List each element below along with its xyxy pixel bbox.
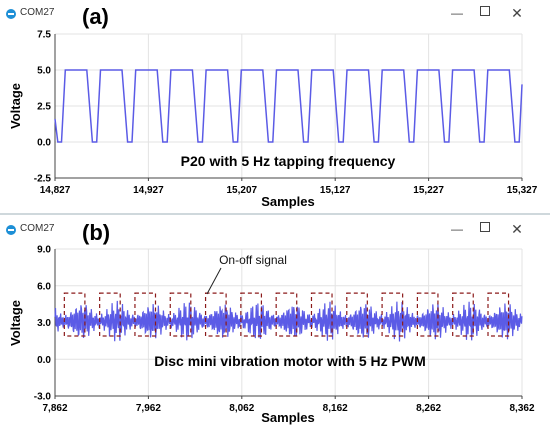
on-off-box	[63, 292, 86, 337]
y-tick-label: 0.0	[37, 355, 51, 366]
chart-a-x-ticks: 14,827 14,927 15,207 15,127 15,227 15,327	[40, 178, 538, 196]
maximize-icon	[480, 6, 490, 17]
x-tick-label: 8,362	[509, 403, 534, 414]
y-tick-label: 0.0	[37, 138, 51, 149]
chart-a-y-axis-title: Voltage	[8, 83, 23, 129]
on-off-box	[99, 292, 121, 337]
y-tick-label: 5.0	[37, 66, 51, 77]
y-tick-label: -3.0	[34, 392, 52, 403]
close-button[interactable]: ✕	[511, 221, 523, 237]
chart-b-on-off-boxes	[63, 292, 510, 337]
chart-a-series-line	[54, 69, 523, 143]
on-off-box	[240, 292, 263, 337]
x-tick-label: 8,062	[229, 403, 254, 414]
minimize-button[interactable]: —	[451, 222, 463, 236]
y-tick-label: 2.5	[37, 102, 51, 113]
x-tick-label: 15,127	[320, 185, 351, 196]
serial-plotter-app-icon	[6, 9, 16, 19]
chart-b-x-axis-title: Samples	[261, 410, 314, 425]
x-tick-label: 15,207	[227, 185, 258, 196]
chart-window-a: COM27 (a) — ✕ -2.5 0.0 2.5 5.0 7.5 14,827 14,…	[0, 0, 550, 212]
chart-b-y-axis-title: Voltage	[8, 300, 23, 346]
on-off-box	[381, 292, 404, 337]
serial-plotter-app-icon	[6, 225, 16, 235]
y-tick-label: -2.5	[34, 174, 52, 185]
window-title: COM27	[20, 7, 55, 18]
on-off-box	[452, 292, 474, 337]
on-off-box	[310, 292, 333, 337]
panel-label: (a)	[82, 4, 109, 29]
maximize-icon	[480, 222, 490, 233]
x-tick-label: 7,862	[42, 403, 67, 414]
on-off-box	[416, 292, 439, 337]
panel-label: (b)	[82, 220, 111, 245]
chart-a-x-axis-title: Samples	[261, 194, 314, 209]
chart-b-annotation: Disc mini vibration motor with 5 Hz PWM	[154, 353, 425, 369]
x-tick-label: 7,962	[136, 403, 161, 414]
on-off-box	[487, 292, 510, 337]
y-tick-label: 6.0	[37, 281, 51, 292]
on-off-box	[275, 292, 298, 337]
y-tick-label: 3.0	[37, 318, 51, 329]
chart-window-b: COM27 (b) — ✕ -3.0 0.0 3.0 6.0 9.0 7,862 7,96…	[0, 216, 550, 429]
title-bar: COM27 (b) — ✕	[0, 216, 550, 245]
on-off-box	[134, 292, 157, 337]
on-off-box	[169, 292, 192, 337]
y-tick-label: 9.0	[37, 245, 51, 256]
minimize-button[interactable]: —	[451, 6, 463, 20]
title-bar: COM27 (a) — ✕	[0, 0, 550, 29]
panel-separator	[0, 213, 550, 215]
x-tick-label: 8,162	[323, 403, 348, 414]
on-off-box	[204, 292, 227, 337]
chart-a-plot: -2.5 0.0 2.5 5.0 7.5 14,827 14,927 15,207 15,12…	[8, 30, 538, 210]
chart-b-y-ticks: -3.0 0.0 3.0 6.0 9.0	[34, 245, 52, 403]
window-title: COM27	[20, 223, 55, 234]
chart-b-x-ticks: 7,862 7,962 8,062 8,162 8,262 8,362	[42, 396, 535, 414]
maximize-button[interactable]	[474, 220, 496, 238]
chart-b-series-line	[54, 300, 523, 342]
chart-b-callout-pointer	[206, 267, 222, 295]
x-tick-label: 14,827	[40, 185, 71, 196]
close-button[interactable]: ✕	[511, 5, 523, 21]
chart-a-annotation: P20 with 5 Hz tapping frequency	[181, 153, 396, 169]
on-off-box	[346, 292, 368, 337]
chart-b-plot: -3.0 0.0 3.0 6.0 9.0 7,862 7,962 8,062 8,162 8,2…	[8, 245, 535, 426]
x-tick-label: 8,262	[416, 403, 441, 414]
y-tick-label: 7.5	[37, 30, 51, 41]
chart-a-y-ticks: -2.5 0.0 2.5 5.0 7.5	[34, 30, 52, 185]
x-tick-label: 14,927	[133, 185, 164, 196]
x-tick-label: 15,227	[413, 185, 444, 196]
chart-b-callout-label: On-off signal	[219, 253, 287, 267]
maximize-button[interactable]	[474, 4, 496, 22]
x-tick-label: 15,327	[507, 185, 538, 196]
